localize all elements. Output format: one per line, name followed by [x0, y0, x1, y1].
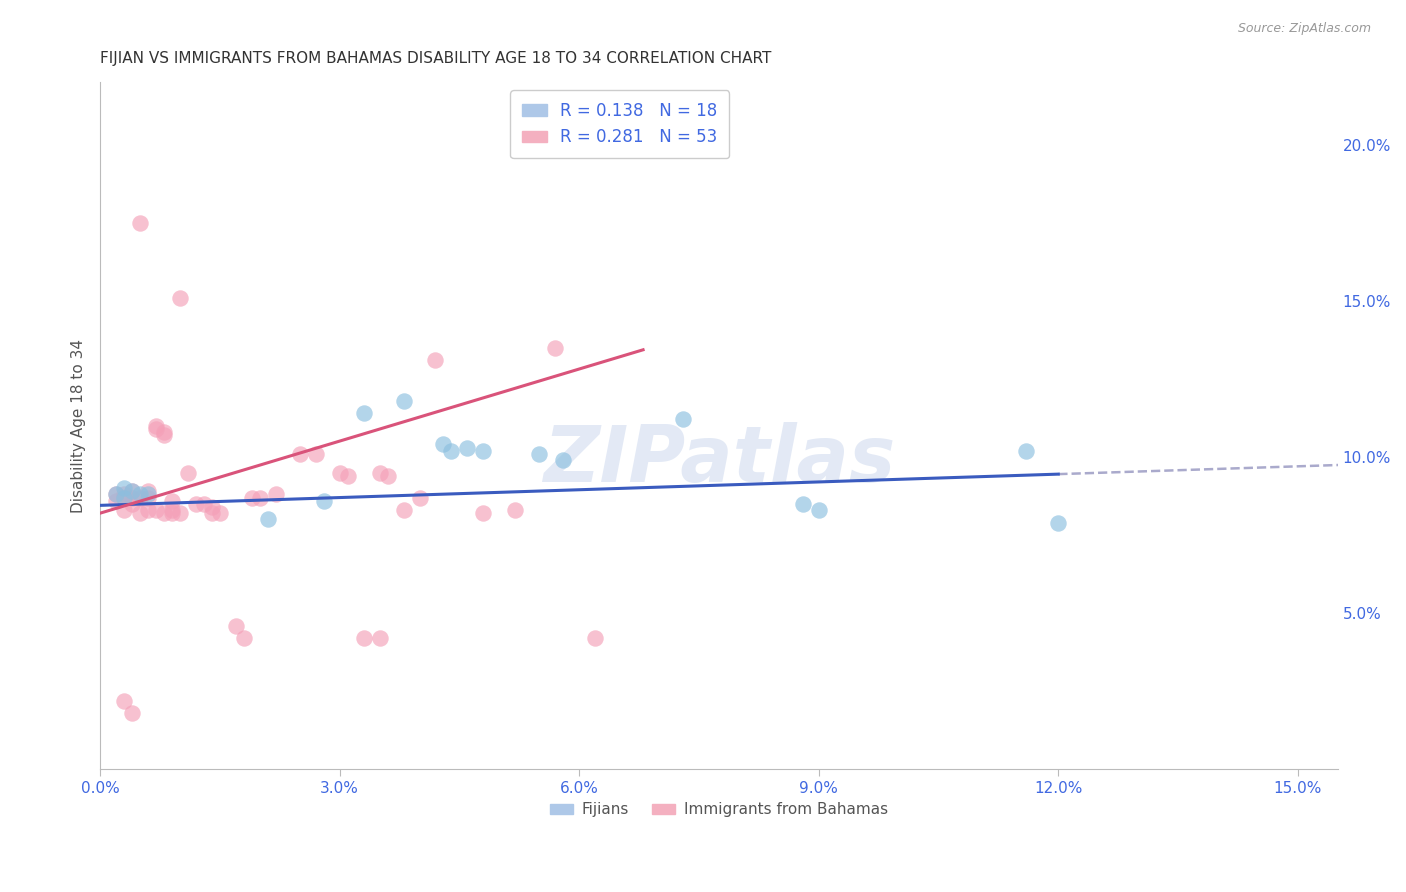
Point: [408, 491, 430, 505]
Point: [249, 491, 271, 505]
Point: [136, 487, 159, 501]
Point: [256, 512, 278, 526]
Text: FIJIAN VS IMMIGRANTS FROM BAHAMAS DISABILITY AGE 18 TO 34 CORRELATION CHART: FIJIAN VS IMMIGRANTS FROM BAHAMAS DISABI…: [100, 51, 772, 66]
Point: [121, 497, 143, 511]
Point: [264, 487, 287, 501]
Point: [145, 418, 167, 433]
Point: [112, 481, 135, 495]
Point: [153, 425, 176, 439]
Point: [112, 487, 135, 501]
Point: [807, 503, 830, 517]
Point: [129, 506, 152, 520]
Point: [121, 706, 143, 720]
Point: [112, 503, 135, 517]
Point: [121, 491, 143, 505]
Point: [544, 341, 567, 355]
Point: [353, 406, 375, 420]
Point: [472, 506, 495, 520]
Point: [583, 631, 606, 645]
Point: [368, 631, 391, 645]
Point: [136, 484, 159, 499]
Point: [672, 412, 695, 426]
Point: [208, 506, 231, 520]
Point: [160, 493, 183, 508]
Point: [329, 466, 352, 480]
Point: [112, 491, 135, 505]
Point: [105, 493, 128, 508]
Point: [105, 487, 128, 501]
Point: [177, 466, 200, 480]
Point: [153, 506, 176, 520]
Text: ZIPatlas: ZIPatlas: [543, 422, 896, 498]
Point: [201, 500, 224, 514]
Point: [368, 466, 391, 480]
Point: [112, 491, 135, 505]
Point: [529, 447, 551, 461]
Point: [336, 468, 359, 483]
Point: [112, 693, 135, 707]
Point: [160, 506, 183, 520]
Text: Source: ZipAtlas.com: Source: ZipAtlas.com: [1237, 22, 1371, 36]
Point: [129, 216, 152, 230]
Point: [136, 491, 159, 505]
Point: [145, 422, 167, 436]
Point: [392, 393, 415, 408]
Point: [136, 503, 159, 517]
Point: [553, 453, 575, 467]
Point: [145, 503, 167, 517]
Point: [472, 443, 495, 458]
Point: [169, 291, 191, 305]
Point: [440, 443, 463, 458]
Point: [153, 428, 176, 442]
Point: [505, 503, 527, 517]
Point: [432, 437, 454, 451]
Point: [377, 468, 399, 483]
Point: [129, 491, 152, 505]
Point: [792, 497, 814, 511]
Legend: Fijians, Immigrants from Bahamas: Fijians, Immigrants from Bahamas: [544, 797, 894, 823]
Point: [121, 484, 143, 499]
Point: [312, 493, 335, 508]
Point: [425, 353, 447, 368]
Point: [288, 447, 311, 461]
Point: [1015, 443, 1038, 458]
Point: [201, 506, 224, 520]
Point: [225, 618, 247, 632]
Point: [169, 506, 191, 520]
Point: [240, 491, 263, 505]
Point: [305, 447, 328, 461]
Point: [392, 503, 415, 517]
Point: [129, 487, 152, 501]
Point: [121, 484, 143, 499]
Point: [160, 503, 183, 517]
Point: [456, 441, 478, 455]
Point: [232, 631, 254, 645]
Point: [184, 497, 207, 511]
Point: [193, 497, 215, 511]
Point: [105, 487, 128, 501]
Y-axis label: Disability Age 18 to 34: Disability Age 18 to 34: [72, 339, 86, 513]
Point: [1047, 516, 1070, 530]
Point: [353, 631, 375, 645]
